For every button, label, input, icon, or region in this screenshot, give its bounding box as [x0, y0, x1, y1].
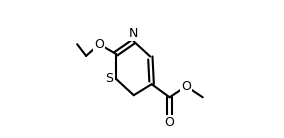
Text: O: O: [165, 116, 175, 129]
Text: O: O: [94, 38, 104, 51]
Text: N: N: [129, 27, 138, 40]
Text: S: S: [106, 72, 114, 85]
Text: O: O: [181, 80, 191, 93]
